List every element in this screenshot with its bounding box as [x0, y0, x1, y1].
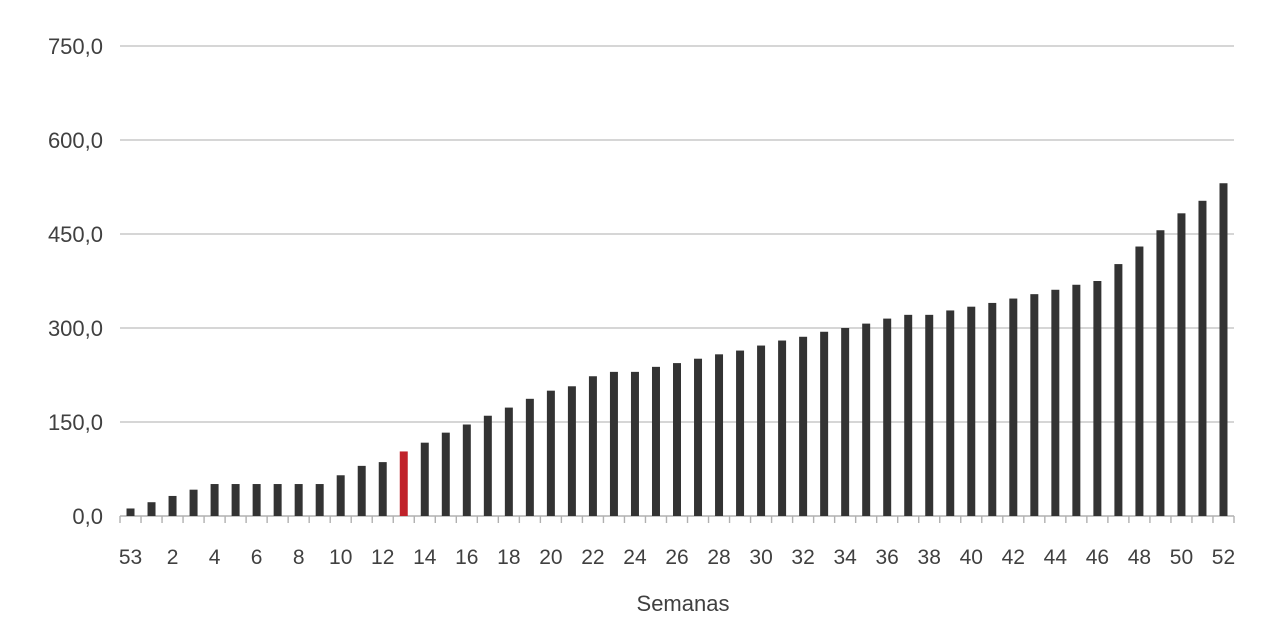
bar — [168, 495, 177, 516]
x-tick-label: 20 — [539, 546, 562, 569]
bar — [946, 310, 955, 516]
x-tick-label: 28 — [707, 546, 730, 569]
bar — [1135, 246, 1144, 516]
bar — [736, 350, 745, 516]
x-tick-label: 53 — [119, 546, 142, 569]
bar — [294, 484, 303, 516]
bar — [273, 484, 282, 516]
bar — [441, 432, 450, 516]
x-tick-label: 36 — [876, 546, 899, 569]
bar — [525, 398, 534, 516]
bar — [1219, 183, 1228, 517]
bar — [673, 363, 681, 516]
bar — [925, 314, 934, 516]
bar — [315, 484, 324, 516]
bar — [1072, 284, 1081, 516]
bar — [883, 318, 892, 516]
bar — [231, 484, 240, 516]
x-tick-label: 40 — [960, 546, 983, 569]
bar — [841, 328, 850, 516]
bar — [862, 323, 871, 516]
x-tick-label: 44 — [1044, 546, 1068, 569]
x-tick-label: 18 — [497, 546, 520, 569]
x-tick-label: 30 — [749, 546, 772, 569]
y-tick-label: 300,0 — [48, 316, 103, 341]
bar — [546, 390, 555, 516]
bar — [904, 314, 913, 516]
bar — [147, 502, 156, 516]
bar — [778, 340, 787, 516]
y-tick-label: 150,0 — [48, 410, 103, 435]
bar — [967, 306, 976, 516]
bar — [336, 475, 345, 516]
bar — [210, 484, 219, 516]
x-tick-label: 34 — [833, 546, 857, 569]
bar — [799, 336, 808, 516]
x-tick-label: 4 — [209, 546, 221, 569]
x-tick-label: 14 — [413, 546, 437, 569]
bar — [1009, 298, 1018, 516]
bar — [462, 424, 471, 516]
x-tick-label: 48 — [1128, 546, 1151, 569]
y-tick-label: 450,0 — [48, 222, 103, 247]
bar — [694, 358, 703, 516]
x-tick-label: 38 — [918, 546, 941, 569]
bar — [126, 508, 135, 516]
bar — [1156, 230, 1165, 517]
bar — [1114, 264, 1123, 516]
y-tick-label: 600,0 — [48, 128, 103, 153]
bar — [715, 354, 724, 516]
bar — [651, 366, 660, 516]
bar — [420, 442, 429, 516]
bar — [588, 376, 597, 516]
bar — [630, 371, 639, 516]
y-tick-label: 750,0 — [48, 34, 103, 59]
x-tick-label: 8 — [293, 546, 305, 569]
bar — [357, 465, 366, 516]
x-tick-label: 2 — [167, 546, 179, 569]
x-tick-label: 24 — [623, 546, 647, 569]
bar — [988, 302, 997, 516]
bar — [1093, 281, 1102, 516]
x-axis-title: Semanas — [637, 591, 730, 616]
x-tick-label: 32 — [791, 546, 814, 569]
bar-highlight — [399, 451, 408, 516]
bar — [1051, 289, 1060, 516]
bar — [1030, 294, 1039, 516]
x-tick-label: 22 — [581, 546, 604, 569]
bar — [189, 489, 198, 516]
bar — [378, 462, 387, 516]
bar — [567, 386, 576, 516]
x-tick-label: 50 — [1170, 546, 1193, 569]
bar — [757, 345, 766, 516]
x-tick-label: 52 — [1212, 546, 1235, 569]
x-tick-label: 42 — [1002, 546, 1025, 569]
x-tick-label: 10 — [329, 546, 352, 569]
x-tick-label: 26 — [665, 546, 688, 569]
bar — [820, 331, 829, 516]
bar — [609, 371, 618, 516]
x-tick-label: 46 — [1086, 546, 1109, 569]
bar — [1177, 213, 1186, 516]
x-tick-label: 12 — [371, 546, 394, 569]
y-tick-label: 0,0 — [72, 504, 103, 529]
bar — [483, 415, 492, 516]
x-tick-label: 16 — [455, 546, 478, 569]
bar — [252, 484, 261, 516]
bar — [504, 407, 513, 516]
x-tick-label: 6 — [251, 546, 263, 569]
bar — [1198, 200, 1207, 517]
